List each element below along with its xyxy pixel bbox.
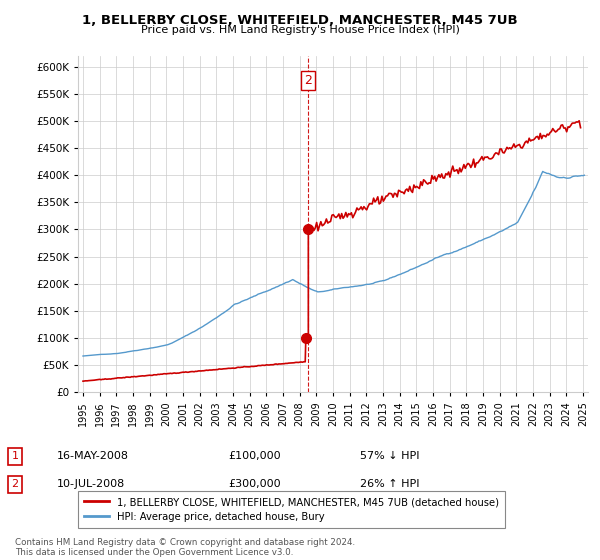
Text: 1: 1 [11,451,19,461]
Text: 1, BELLERBY CLOSE, WHITEFIELD, MANCHESTER, M45 7UB: 1, BELLERBY CLOSE, WHITEFIELD, MANCHESTE… [82,14,518,27]
Legend: 1, BELLERBY CLOSE, WHITEFIELD, MANCHESTER, M45 7UB (detached house), HPI: Averag: 1, BELLERBY CLOSE, WHITEFIELD, MANCHESTE… [78,491,505,528]
Text: 2: 2 [304,74,312,87]
Text: 26% ↑ HPI: 26% ↑ HPI [360,479,419,489]
Text: Contains HM Land Registry data © Crown copyright and database right 2024.
This d: Contains HM Land Registry data © Crown c… [15,538,355,557]
Text: 57% ↓ HPI: 57% ↓ HPI [360,451,419,461]
Text: Price paid vs. HM Land Registry's House Price Index (HPI): Price paid vs. HM Land Registry's House … [140,25,460,35]
Text: 16-MAY-2008: 16-MAY-2008 [57,451,129,461]
Text: 2: 2 [11,479,19,489]
Text: 10-JUL-2008: 10-JUL-2008 [57,479,125,489]
Text: £300,000: £300,000 [228,479,281,489]
Text: £100,000: £100,000 [228,451,281,461]
